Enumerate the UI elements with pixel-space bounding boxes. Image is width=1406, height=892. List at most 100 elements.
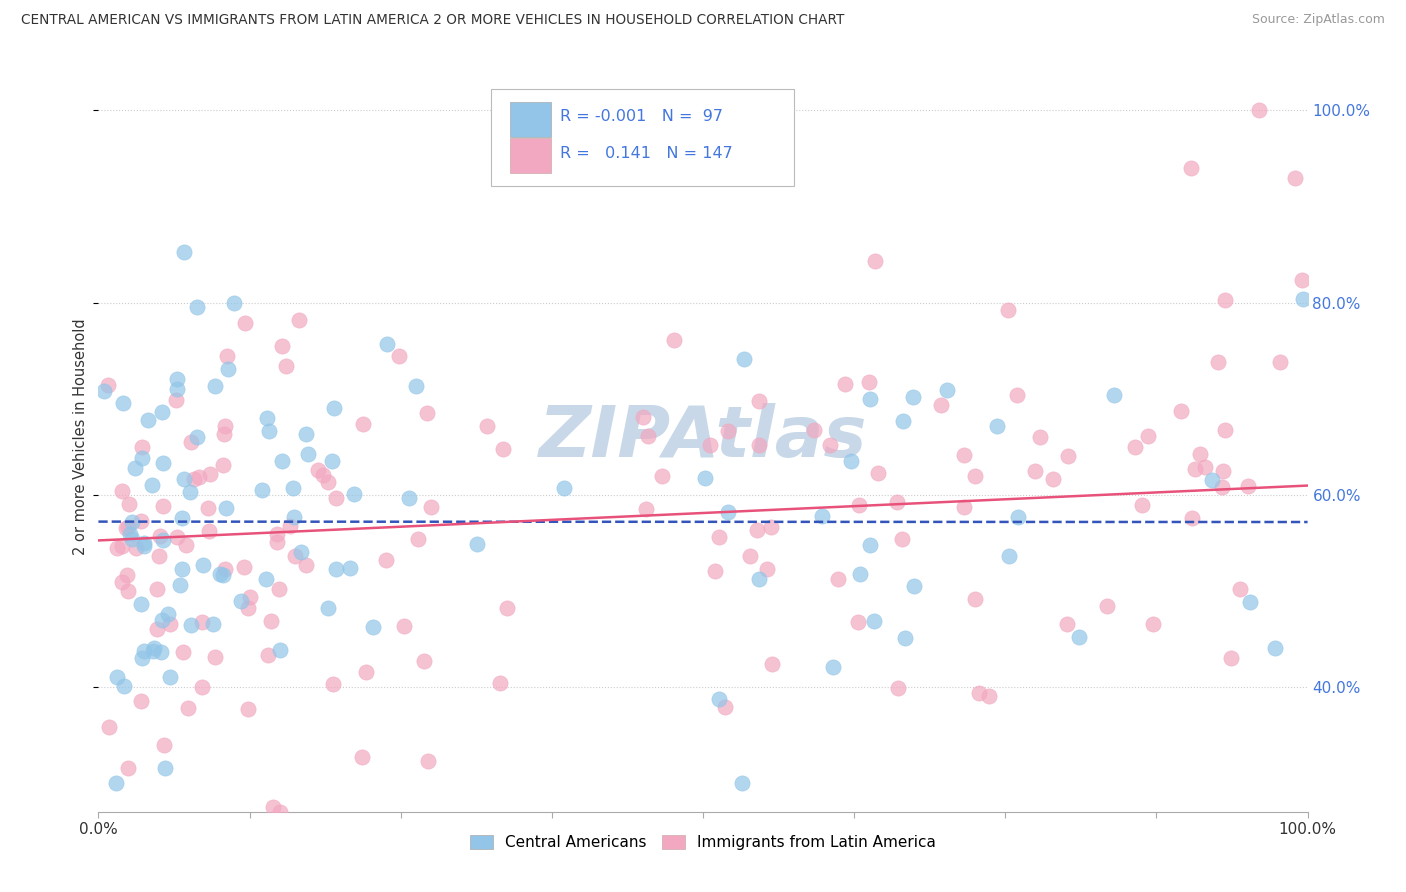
Point: [413, 654, 436, 668]
Point: [929, 398, 952, 412]
Point: [197, 501, 219, 516]
Point: [1284, 170, 1306, 185]
Point: [166, 530, 188, 544]
Point: [214, 562, 236, 576]
Point: [374, 553, 396, 567]
Point: [707, 530, 730, 544]
Point: [709, 691, 731, 706]
Point: [117, 761, 139, 775]
Text: ZIPAtlas: ZIPAtlas: [538, 402, 868, 472]
Point: [152, 533, 174, 548]
Point: [1212, 464, 1234, 478]
Point: [343, 487, 366, 501]
Point: [1130, 498, 1153, 512]
Point: [111, 484, 134, 499]
Point: [1005, 388, 1028, 402]
Point: [166, 372, 188, 386]
Point: [322, 677, 344, 691]
Point: [865, 254, 887, 268]
Point: [269, 805, 291, 819]
FancyBboxPatch shape: [509, 138, 551, 172]
Point: [1264, 641, 1286, 656]
Point: [651, 469, 673, 483]
Point: [1213, 423, 1236, 437]
Point: [197, 824, 219, 838]
Point: [215, 349, 238, 363]
Point: [388, 349, 411, 363]
Point: [111, 396, 134, 410]
Point: [111, 574, 134, 589]
Point: [1249, 103, 1271, 118]
Point: [295, 427, 318, 442]
Point: [1170, 404, 1192, 418]
Point: [823, 659, 845, 673]
Point: [406, 533, 429, 547]
Point: [354, 665, 377, 680]
Point: [141, 478, 163, 492]
Point: [748, 393, 770, 408]
Point: [266, 527, 288, 541]
Point: [405, 378, 427, 392]
Point: [150, 645, 173, 659]
Point: [846, 615, 869, 629]
Y-axis label: 2 or more Vehicles in Household: 2 or more Vehicles in Household: [73, 318, 87, 556]
Point: [901, 390, 924, 404]
Point: [159, 670, 181, 684]
Point: [488, 676, 510, 690]
Point: [963, 469, 986, 483]
Point: [848, 498, 870, 512]
Point: [155, 761, 177, 775]
Text: CENTRAL AMERICAN VS IMMIGRANTS FROM LATIN AMERICA 2 OR MORE VEHICLES IN HOUSEHOL: CENTRAL AMERICAN VS IMMIGRANTS FROM LATI…: [21, 13, 845, 28]
Point: [1194, 459, 1216, 474]
Point: [863, 615, 886, 629]
Point: [290, 545, 312, 559]
Point: [232, 560, 254, 574]
Point: [1056, 617, 1078, 632]
Point: [180, 435, 202, 450]
Point: [392, 619, 415, 633]
Point: [699, 437, 721, 451]
Point: [257, 648, 280, 662]
Point: [717, 424, 740, 438]
Point: [664, 333, 686, 347]
Point: [212, 427, 235, 442]
Point: [818, 438, 841, 452]
Point: [891, 414, 914, 428]
Point: [283, 510, 305, 524]
Point: [132, 540, 155, 554]
Point: [110, 539, 132, 553]
Point: [257, 424, 280, 438]
Point: [180, 618, 202, 632]
Point: [695, 471, 717, 485]
Point: [134, 536, 156, 550]
Point: [859, 392, 882, 406]
Point: [492, 442, 515, 456]
Point: [465, 536, 488, 550]
Point: [269, 643, 291, 657]
Point: [475, 418, 498, 433]
Point: [1180, 161, 1202, 176]
Point: [117, 584, 139, 599]
Point: [191, 615, 214, 630]
Point: [173, 472, 195, 486]
Point: [740, 549, 762, 563]
Point: [325, 562, 347, 576]
Point: [186, 430, 208, 444]
Point: [236, 702, 259, 716]
Point: [150, 404, 173, 418]
Point: [172, 645, 194, 659]
Point: [810, 509, 832, 524]
Point: [129, 694, 152, 708]
Point: [703, 564, 725, 578]
Point: [416, 406, 439, 420]
Point: [165, 392, 187, 407]
Point: [1229, 582, 1251, 596]
Point: [803, 423, 825, 437]
Point: [260, 614, 283, 628]
Point: [159, 617, 181, 632]
Point: [173, 245, 195, 260]
Point: [169, 578, 191, 592]
Point: [1007, 510, 1029, 524]
Point: [138, 413, 160, 427]
Point: [1028, 430, 1050, 444]
